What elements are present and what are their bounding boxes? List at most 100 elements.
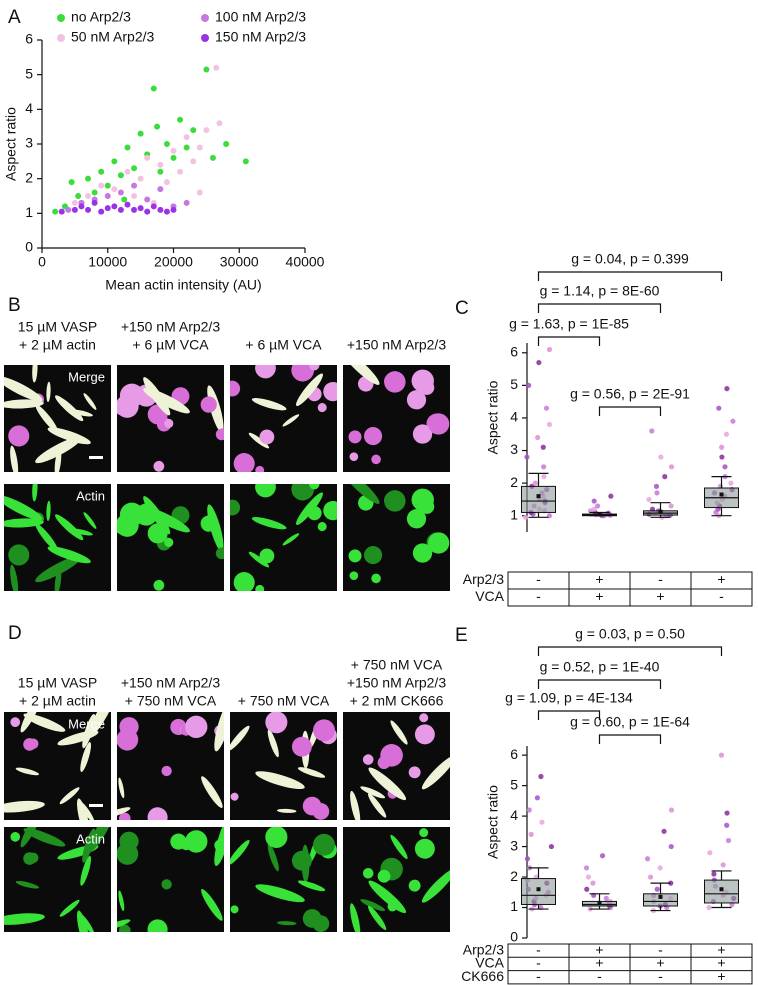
panel-label: A: [8, 7, 21, 28]
scatter-point: [91, 199, 98, 206]
condensate: [255, 465, 265, 472]
condition-label: + 6 µM VCA: [245, 337, 322, 353]
condensate: [282, 533, 300, 546]
condition-label: +150 nM Arp2/3: [347, 337, 446, 353]
condensate: [23, 713, 66, 732]
condensate: [259, 548, 275, 564]
mean-marker: [536, 494, 541, 499]
scatter-point: [183, 134, 190, 141]
table-cell: +: [656, 955, 664, 971]
condensate: [82, 713, 96, 749]
data-point: [718, 752, 725, 758]
data-point: [662, 474, 668, 480]
condensate: [83, 393, 97, 410]
scatter-point: [242, 158, 249, 165]
condensate: [323, 381, 337, 402]
condensate: [251, 398, 287, 411]
scatter-point: [144, 154, 151, 161]
table-cell: +: [656, 588, 664, 604]
condensate: [147, 919, 168, 932]
legend-label: 150 nM Arp2/3: [215, 29, 306, 45]
condensate: [20, 712, 41, 733]
y-tick-label: 0: [25, 239, 33, 255]
scatter-point: [196, 144, 203, 151]
scatter-point: [170, 206, 177, 213]
data-point: [723, 431, 730, 437]
condensate: [15, 880, 40, 889]
condensate: [32, 365, 38, 383]
significance-label: g = 1.14, p = 8E-60: [540, 283, 660, 299]
y-tick-label: 1: [510, 898, 518, 914]
scale-bar: [89, 804, 103, 807]
channel-label: Actin: [76, 831, 105, 846]
scatter-point: [131, 206, 138, 213]
data-point: [716, 405, 722, 411]
scatter-point: [170, 147, 177, 154]
data-point: [539, 819, 545, 825]
condensate: [419, 828, 429, 838]
condensate: [4, 399, 44, 409]
scatter-point: [78, 203, 85, 210]
data-point: [649, 428, 655, 434]
data-point: [536, 359, 542, 366]
scatter-point: [137, 130, 144, 137]
condition-label: +150 nM Arp2/3: [121, 675, 220, 691]
table-cell: -: [536, 941, 541, 957]
condensate: [70, 409, 93, 417]
scatter-point: [85, 206, 92, 213]
condensate: [233, 453, 255, 472]
condensate: [46, 500, 51, 522]
condensate: [406, 390, 427, 410]
scatter-point: [65, 206, 72, 213]
condensate: [296, 373, 323, 406]
scatter-point: [144, 208, 151, 215]
condition-label: + 2 µM actin: [19, 337, 96, 353]
scatter-point: [68, 179, 75, 186]
scatter-point: [163, 208, 170, 215]
y-tick-label: 1: [25, 204, 33, 220]
condition-label: 15 µM VASP: [18, 319, 97, 335]
scatter-point: [91, 189, 98, 196]
data-point: [524, 856, 531, 862]
condensate: [371, 454, 381, 465]
scatter-point: [117, 172, 124, 179]
data-point: [603, 895, 609, 901]
condensate: [349, 452, 359, 462]
scatter-point: [213, 64, 220, 71]
data-point: [724, 386, 730, 392]
table-cell: -: [658, 571, 663, 587]
condensate: [54, 448, 62, 472]
condensate: [317, 403, 327, 413]
condensate: [309, 484, 320, 490]
condensate: [230, 792, 239, 801]
scatter-point: [58, 208, 65, 215]
condensate: [267, 843, 279, 872]
data-point: [654, 886, 660, 892]
scatter-point: [111, 186, 118, 193]
condensate: [55, 514, 84, 541]
condensate: [312, 803, 330, 820]
condensate: [412, 424, 433, 444]
condensate: [4, 376, 43, 402]
condensate: [313, 833, 335, 856]
scatter-point: [117, 189, 124, 196]
data-point: [707, 850, 713, 856]
condensate: [368, 905, 387, 930]
scatter-point: [170, 154, 177, 161]
table-cell: +: [717, 571, 725, 587]
condensate: [15, 767, 40, 776]
condensate: [161, 879, 172, 890]
condition-label: + 750 nM VCA: [125, 693, 217, 709]
scatter-point: [131, 182, 138, 189]
scatter-point: [71, 206, 78, 213]
scatter-point: [131, 165, 138, 172]
condensate: [147, 807, 168, 820]
condensate: [77, 910, 90, 932]
condensate: [185, 715, 208, 739]
mean-marker: [597, 512, 602, 517]
microscopy-image: [4, 365, 111, 472]
table-cell: +: [717, 955, 725, 971]
scatter-point: [157, 161, 164, 168]
condition-label: 15 µM VASP: [18, 675, 97, 691]
channel-label: Merge: [68, 716, 105, 731]
